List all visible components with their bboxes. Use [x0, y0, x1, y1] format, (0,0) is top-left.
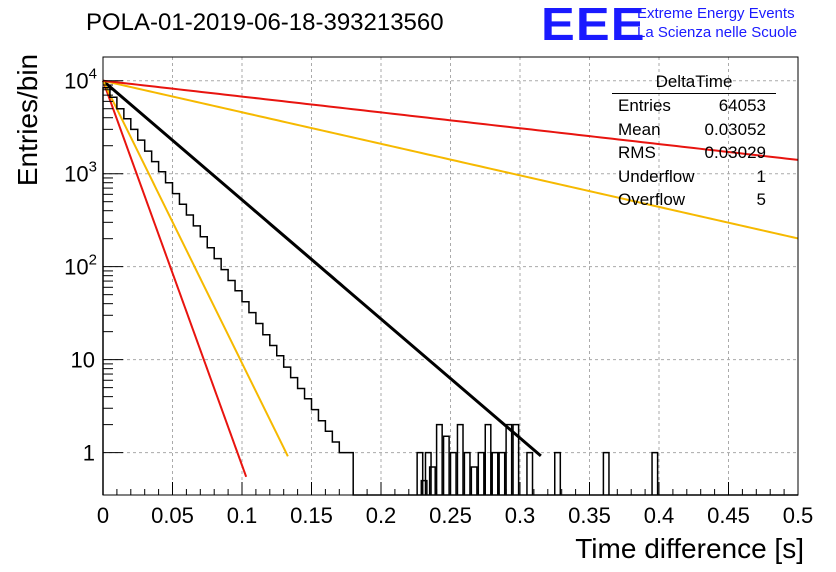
- x-tick-label: 0.2: [366, 503, 397, 528]
- stats-label: RMS: [618, 143, 656, 162]
- histogram-tail-bin: [463, 451, 471, 495]
- orange-curve: [102, 80, 289, 457]
- histogram-tail-bin: [554, 451, 562, 495]
- x-tick-label: 0.1: [227, 503, 258, 528]
- stats-title: DeltaTime: [612, 71, 776, 94]
- histogram-tail-bin: [512, 423, 520, 495]
- histogram-tail-bin: [449, 451, 457, 495]
- stats-row: Mean 0.03052: [612, 118, 780, 142]
- x-tick-label: 0.45: [707, 503, 750, 528]
- histogram-tail-bin: [484, 423, 492, 495]
- x-tick-label: 0.4: [644, 503, 675, 528]
- y-tick-label: 1: [83, 441, 95, 466]
- grid-lines: [103, 57, 798, 495]
- stats-value: 64053: [718, 96, 766, 115]
- stats-row: Underflow 1: [612, 165, 780, 189]
- brand-line-1: Extreme Energy Events: [637, 5, 795, 22]
- histogram-tail-bin: [424, 451, 432, 495]
- x-tick-label: 0.3: [505, 503, 536, 528]
- histogram-tail-bin: [651, 451, 659, 495]
- x-tick-label: 0.25: [429, 503, 472, 528]
- x-tick-label: 0.5: [783, 503, 814, 528]
- brand-line-2: La Scienza nelle Scuole: [637, 24, 798, 41]
- stats-box: DeltaTime Entries 64053 Mean 0.03052 RMS 0.…: [612, 71, 780, 212]
- x-tick-label: 0.15: [290, 503, 333, 528]
- stats-row: Overflow 5: [612, 188, 780, 212]
- stats-value: 0.03052: [704, 119, 766, 139]
- x-tick-label: 0.05: [151, 503, 194, 528]
- y-axis-ticks: 1 10 102 103 104: [64, 66, 123, 466]
- stats-row: RMS 0.03029: [612, 141, 780, 165]
- stats-label: Underflow: [618, 166, 695, 186]
- histogram-tail-bin: [428, 466, 436, 495]
- x-axis-ticks: 0 0.05 0.1 0.15 0.2 0.25 0.3 0.35 0.4 0.45 0.5: [97, 482, 813, 528]
- orange-curve: [102, 79, 799, 240]
- histogram-tail-bin: [477, 451, 485, 495]
- stats-label: Overflow: [618, 190, 686, 209]
- x-tick-label: 0: [97, 503, 109, 528]
- red-curve: [102, 80, 248, 478]
- y-tick-label: 10: [71, 348, 95, 373]
- stats-value: 1: [756, 166, 766, 186]
- histogram-tail-bin: [602, 451, 610, 495]
- stats-value: 0.03029: [704, 143, 766, 162]
- y-tick-label: 104: [64, 66, 97, 94]
- histogram-tail-bin: [505, 423, 513, 495]
- black-curve: [102, 79, 542, 458]
- fit-curves: [102, 79, 799, 478]
- histogram-tail-bin: [498, 451, 506, 495]
- histogram-tail-bin: [416, 451, 424, 495]
- histogram-tail-bin: [470, 466, 478, 495]
- histogram-tail-bin: [456, 423, 464, 495]
- histogram-tail-bin: [435, 423, 443, 495]
- histogram-tail-bin: [491, 451, 499, 495]
- stats-label: Mean: [618, 119, 661, 139]
- x-tick-label: 0.35: [568, 503, 611, 528]
- eee-logo: EEE: [541, 0, 646, 50]
- y-tick-label: 103: [64, 159, 97, 187]
- stats-row: Entries 64053: [612, 94, 780, 118]
- y-axis-label: Entries/bin: [12, 53, 43, 187]
- histogram-tail-bin: [442, 435, 450, 495]
- chart-title: POLA-01-2019-06-18-393213560: [86, 9, 444, 36]
- red-curve: [102, 79, 799, 161]
- brand-text: Extreme Energy Events La Scienza nelle S…: [637, 4, 797, 42]
- y-tick-label: 102: [64, 252, 97, 280]
- x-axis-label: Time difference [s]: [575, 533, 804, 564]
- histogram-tail-bin: [420, 479, 428, 495]
- stats-label: Entries: [618, 96, 671, 115]
- stats-value: 5: [756, 190, 766, 209]
- histogram-tail-bin: [526, 451, 534, 495]
